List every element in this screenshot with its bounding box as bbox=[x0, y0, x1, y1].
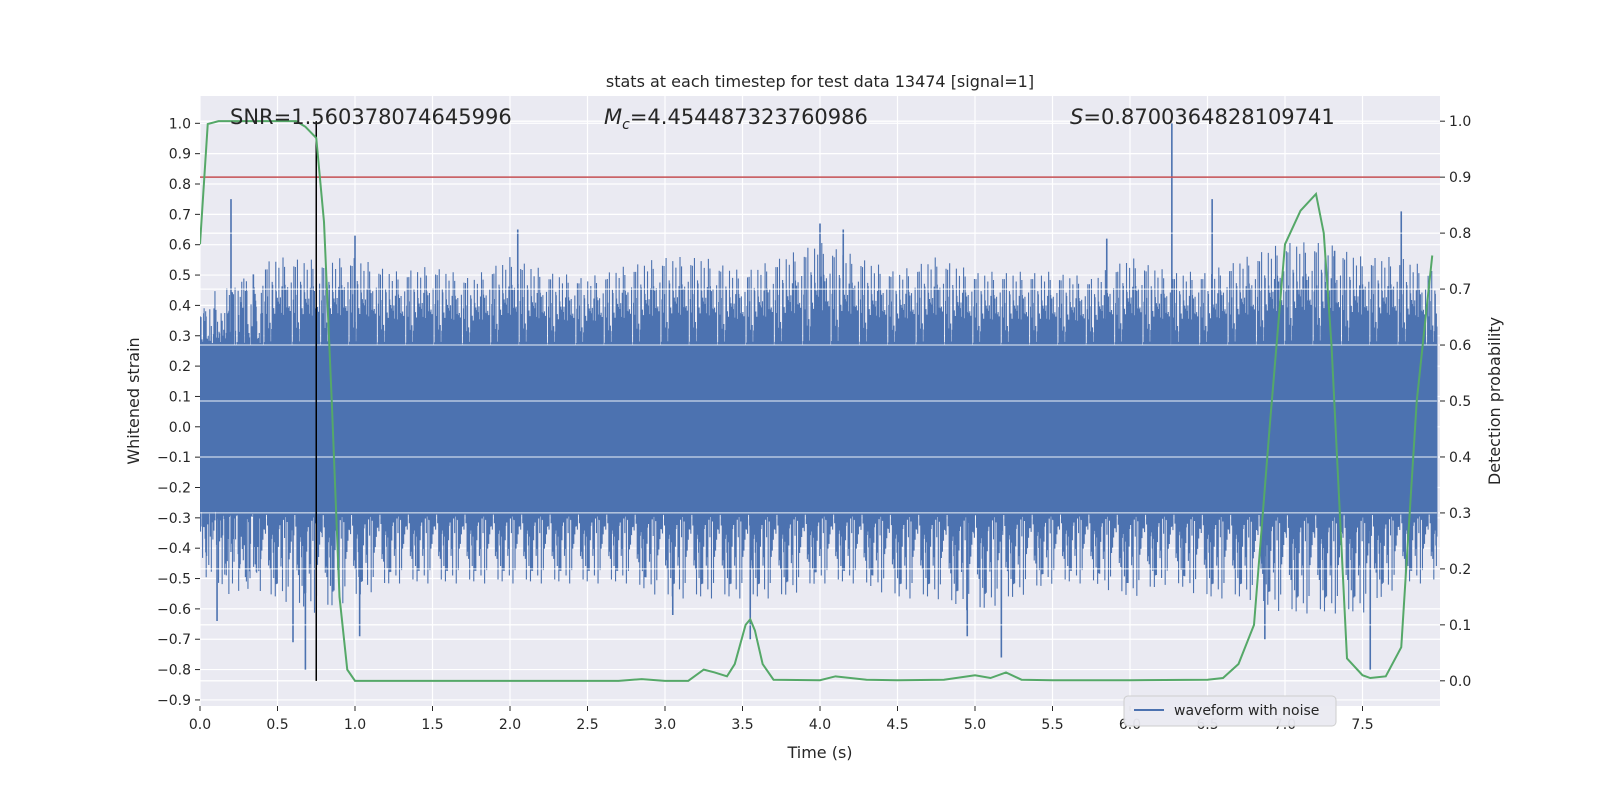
y-right-tick-label: 0.7 bbox=[1449, 282, 1471, 298]
y-tick-label: 0.5 bbox=[169, 268, 191, 284]
x-tick-label: 7.5 bbox=[1351, 717, 1373, 733]
waveform-series bbox=[200, 120, 1438, 682]
y-tick-label: 1.0 bbox=[169, 116, 191, 132]
legend: waveform with noise bbox=[1123, 695, 1337, 727]
mc-symbol: M bbox=[604, 105, 622, 129]
legend-label: waveform with noise bbox=[1174, 703, 1319, 719]
y-axis-left: 1.0 0.9 0.8 0.7 0.6 0.5 0.4 0.3 0.2 0.1 0.0 −0.1 −0.… bbox=[157, 116, 200, 709]
x-tick-label: 5.5 bbox=[1041, 717, 1063, 733]
waveform-core bbox=[200, 344, 1437, 512]
y-tick-label: 0.8 bbox=[169, 177, 191, 193]
s-value: =0.8700364828109741 bbox=[1083, 105, 1334, 129]
y-right-tick-label: 0.1 bbox=[1449, 618, 1471, 634]
y-right-tick-label: 0.3 bbox=[1449, 506, 1471, 522]
y-tick-label: 0.1 bbox=[169, 389, 191, 405]
y-tick-label: 0.0 bbox=[169, 420, 191, 436]
s-symbol: S bbox=[1070, 105, 1083, 129]
x-tick-label: 1.0 bbox=[344, 717, 366, 733]
x-tick-label: 3.5 bbox=[731, 717, 753, 733]
y-tick-label: 0.4 bbox=[169, 298, 191, 314]
y-tick-label: 0.3 bbox=[169, 329, 191, 345]
y-tick-label: −0.7 bbox=[157, 632, 191, 648]
y-right-tick-label: 0.9 bbox=[1449, 170, 1471, 186]
y-tick-label: 0.7 bbox=[169, 207, 191, 223]
x-tick-label: 4.5 bbox=[886, 717, 908, 733]
y-right-tick-label: 0.4 bbox=[1449, 450, 1471, 466]
y-tick-label: −0.5 bbox=[157, 572, 191, 588]
y-tick-label: 0.6 bbox=[169, 238, 191, 254]
y-tick-label: 0.2 bbox=[169, 359, 191, 375]
y-axis-label: Whitened strain bbox=[124, 337, 143, 464]
x-tick-label: 2.0 bbox=[499, 717, 521, 733]
x-axis-label: Time (s) bbox=[786, 743, 852, 762]
mc-annotation: Mc=4.454487323760986 bbox=[604, 105, 868, 133]
x-tick-label: 5.0 bbox=[964, 717, 986, 733]
probability-line bbox=[200, 120, 1434, 682]
x-tick-label: 3.0 bbox=[654, 717, 676, 733]
y-right-tick-label: 0.2 bbox=[1449, 562, 1471, 578]
y-tick-label: 0.9 bbox=[169, 147, 191, 163]
x-tick-label: 0.0 bbox=[189, 717, 211, 733]
y-tick-label: −0.3 bbox=[157, 511, 191, 527]
x-tick-label: 2.5 bbox=[576, 717, 598, 733]
y-tick-label: −0.2 bbox=[157, 480, 191, 496]
mc-value: =4.454487323760986 bbox=[630, 105, 868, 129]
s-annotation: S=0.8700364828109741 bbox=[1070, 105, 1335, 129]
snr-annotation: SNR=1.560378074645996 bbox=[230, 105, 512, 129]
y-axis-right-label: Detection probability bbox=[1485, 317, 1504, 485]
y-right-tick-label: 0.6 bbox=[1449, 338, 1471, 354]
y-right-tick-label: 1.0 bbox=[1449, 114, 1471, 130]
y-tick-label: −0.6 bbox=[157, 602, 191, 618]
y-right-tick-label: 0.0 bbox=[1449, 674, 1471, 690]
x-tick-label: 1.5 bbox=[421, 717, 443, 733]
legend-box bbox=[1123, 695, 1337, 727]
y-right-tick-label: 0.8 bbox=[1449, 226, 1471, 242]
y-right-tick-label: 0.5 bbox=[1449, 394, 1471, 410]
y-tick-label: −0.1 bbox=[157, 450, 191, 466]
x-tick-label: 4.0 bbox=[809, 717, 831, 733]
y-tick-label: −0.9 bbox=[157, 693, 191, 709]
y-tick-label: −0.4 bbox=[157, 541, 191, 557]
y-tick-label: −0.8 bbox=[157, 663, 191, 679]
y-axis-right: 1.0 0.9 0.8 0.7 0.6 0.5 0.4 0.3 0.2 0.1 0.0 bbox=[1440, 114, 1471, 690]
mc-subscript: c bbox=[622, 117, 630, 133]
chart-title: stats at each timestep for test data 134… bbox=[606, 72, 1034, 91]
x-tick-label: 0.5 bbox=[266, 717, 288, 733]
